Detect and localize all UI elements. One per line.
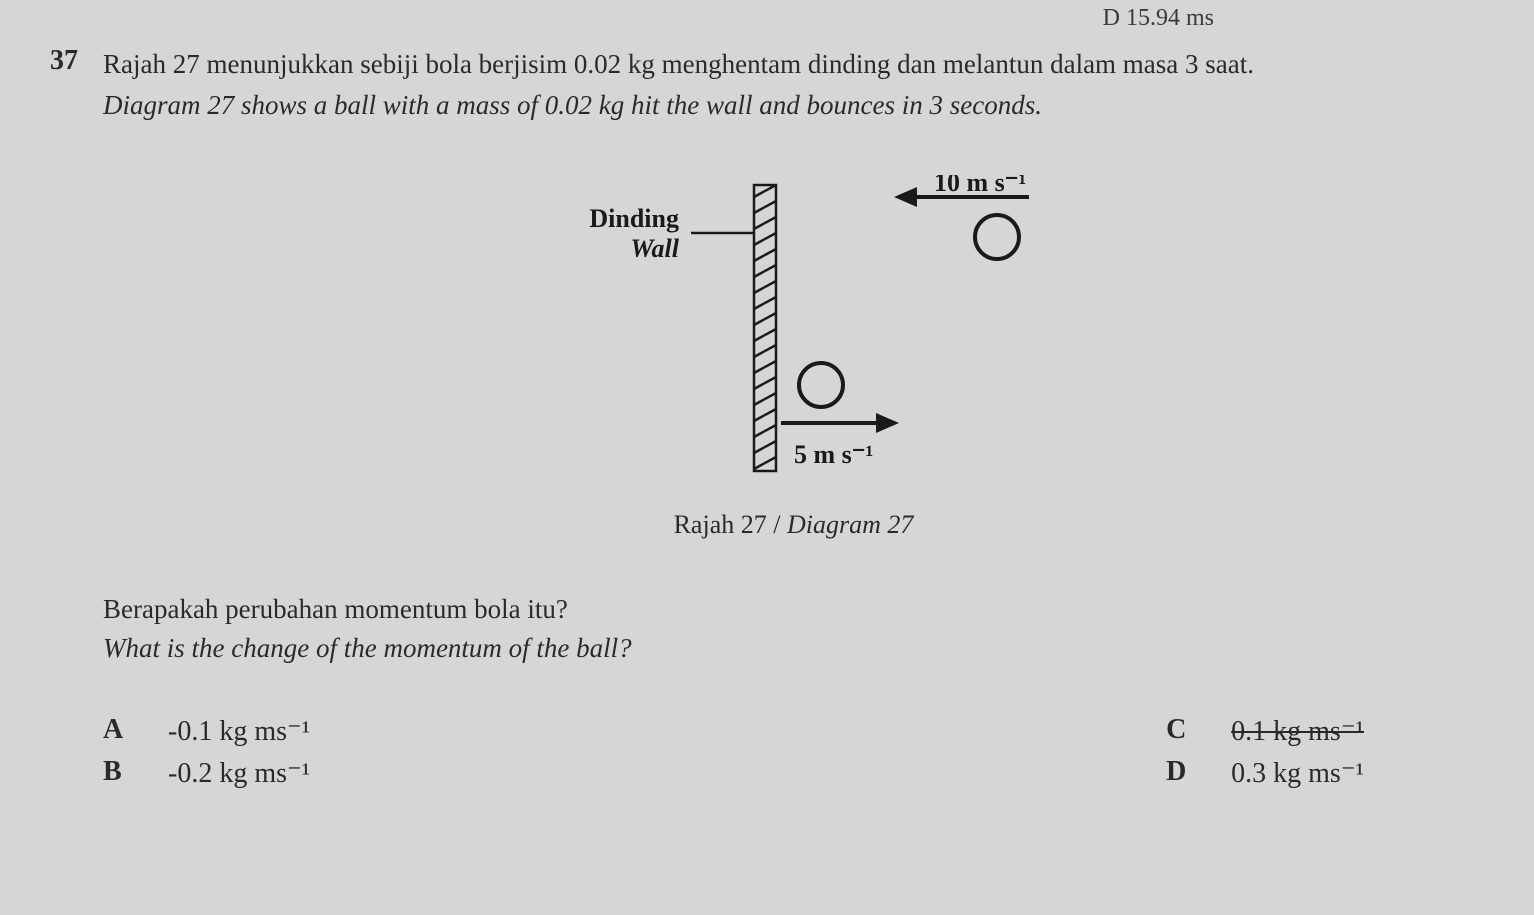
options-left-col: A -0.1 kg ms⁻¹ B -0.2 kg ms⁻¹ [103,714,310,790]
option-b: B -0.2 kg ms⁻¹ [103,756,310,790]
outgoing-velocity-label: 5 m s⁻¹ [794,440,873,469]
caption-ms: Rajah 27 [674,510,767,539]
option-a: A -0.1 kg ms⁻¹ [103,714,310,748]
options-right-col: C 0.1 kg ms⁻¹ D 0.3 kg ms⁻¹ [1166,714,1364,790]
diagram-area: Dinding Wall 10 m s⁻¹ 5 m s⁻¹ [103,175,1484,495]
option-text-a: -0.1 kg ms⁻¹ [168,714,310,748]
option-c: C 0.1 kg ms⁻¹ [1166,714,1364,748]
option-letter-a: A [103,714,133,748]
question-text-malay: Rajah 27 menunjukkan sebiji bola berjisi… [103,45,1484,84]
subquestion-english: What is the change of the momentum of th… [103,629,1484,668]
subquestion-malay: Berapakah perubahan momentum bola itu? [103,590,1484,629]
question-body: Rajah 27 menunjukkan sebiji bola berjisi… [103,45,1484,790]
option-text-b: -0.2 kg ms⁻¹ [168,756,310,790]
question-text-english: Diagram 27 shows a ball with a mass of 0… [103,86,1484,125]
option-d: D 0.3 kg ms⁻¹ [1166,756,1364,790]
subquestion: Berapakah perubahan momentum bola itu? W… [103,590,1484,668]
option-letter-b: B [103,756,133,790]
ball-incoming-icon [975,215,1019,259]
option-text-d: 0.3 kg ms⁻¹ [1231,756,1364,790]
physics-diagram: Dinding Wall 10 m s⁻¹ 5 m s⁻¹ [499,175,1089,495]
wall-label-ms: Dinding [589,204,679,233]
caption-en: Diagram 27 [787,510,913,539]
previous-answer-fragment: D 15.94 ms [1103,5,1214,32]
diagram-caption: Rajah 27 / Diagram 27 [103,510,1484,540]
ball-outgoing-icon [799,363,843,407]
incoming-velocity-label: 10 m s⁻¹ [934,175,1026,197]
caption-sep: / [767,510,787,539]
question-block: 37 Rajah 27 menunjukkan sebiji bola berj… [50,45,1484,790]
option-text-c: 0.1 kg ms⁻¹ [1231,714,1364,748]
question-number: 37 [50,45,78,790]
option-letter-c: C [1166,714,1196,748]
wall-label-en: Wall [630,234,679,263]
option-letter-d: D [1166,756,1196,790]
options-row: A -0.1 kg ms⁻¹ B -0.2 kg ms⁻¹ C 0.1 kg m… [103,714,1484,790]
